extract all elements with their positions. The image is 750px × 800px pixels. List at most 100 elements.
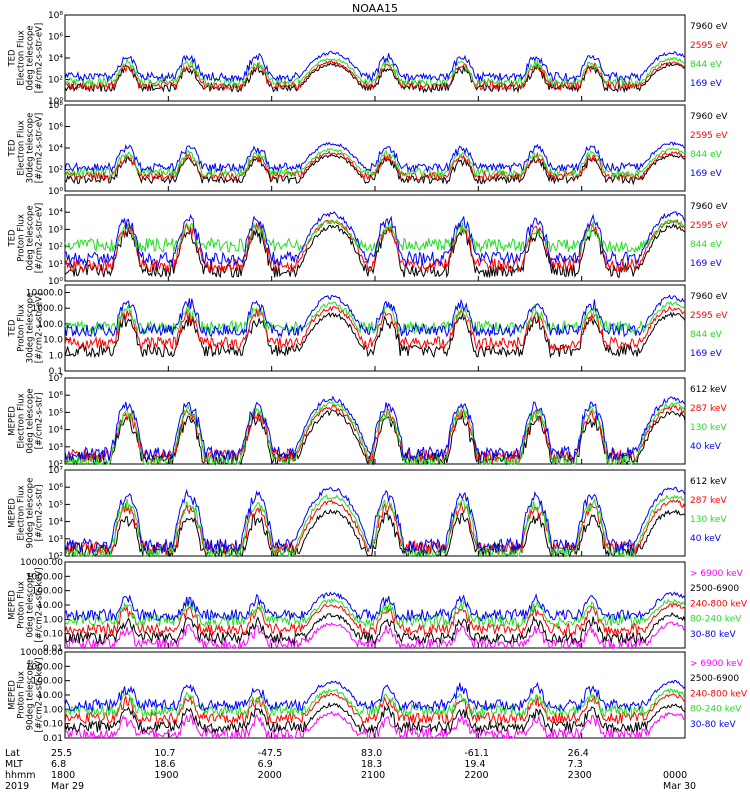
y-tick-label: 10.0	[43, 336, 63, 346]
y-axis-label: TEDElectron Flux30deg telescope[#/cm2-s-…	[8, 113, 45, 184]
y-axis-label: TEDProton Flux0deg telescope[#/cm2-s-str…	[8, 203, 45, 273]
y-axis-label: MEPEDProton Flux90deg telescope[#/cm2-s-…	[8, 658, 45, 733]
x-row-label: MLT	[5, 759, 23, 770]
legend-entry: 80-240 keV	[690, 615, 742, 625]
x-axis-value: 2300	[567, 770, 592, 781]
y-tick-label: 10²	[48, 552, 63, 562]
x-axis-value: 1800	[51, 770, 76, 781]
legend-entry: 30-80 keV	[690, 630, 736, 640]
legend-entry: 2595 eV	[690, 311, 728, 321]
plot-title: NOAA15	[351, 2, 399, 15]
y-tick-label: 10⁸	[48, 101, 63, 111]
y-tick-label: 10⁷	[48, 466, 63, 476]
y-tick-label: 10⁴	[48, 54, 63, 64]
y-tick-label: 10⁵	[48, 500, 63, 510]
y-tick-label: 1000.00	[26, 662, 63, 672]
x-axis-value: 6.9	[257, 759, 273, 770]
x-axis-value: 1900	[154, 770, 179, 781]
x-axis-value: 83.0	[361, 748, 383, 759]
y-tick-label: 10⁴	[48, 518, 63, 528]
legend-entry: 80-240 keV	[690, 705, 742, 715]
legend-entry: 844 eV	[690, 240, 723, 250]
y-tick-label: 10⁰	[48, 187, 63, 197]
y-tick-label: 10³	[48, 225, 63, 235]
y-tick-label: 0.01	[43, 644, 63, 654]
series-line	[64, 591, 686, 623]
x-row-label: hhmm	[5, 770, 36, 781]
legend-entry: 130 keV	[690, 515, 727, 525]
x-axis-value: 2000	[257, 770, 282, 781]
legend-entry: 240-800 keV	[690, 599, 748, 609]
legend-entry: > 6900 keV	[690, 569, 744, 579]
legend-entry: 40 keV	[690, 534, 722, 544]
y-axis-label: MEPEDElectron Flux0deg telescope[#/cm2-s…	[8, 388, 45, 453]
legend-entry: 30-80 keV	[690, 720, 736, 730]
x-axis-value: 26.4	[567, 748, 589, 759]
y-tick-label: 10¹	[48, 260, 63, 270]
x-axis-value: 6.8	[51, 759, 67, 770]
y-tick-label: 10³	[48, 443, 63, 453]
legend-entry: 612 keV	[690, 477, 727, 487]
x-row-label: 2019	[5, 781, 30, 792]
y-tick-label: 100.00	[32, 587, 64, 597]
x-axis-value: 19.4	[464, 759, 486, 770]
x-row-label: Lat	[5, 748, 20, 759]
series-line	[64, 50, 686, 83]
y-axis-label: TEDProton Flux30deg telescope[#/cm2-s-st…	[8, 293, 45, 364]
y-tick-label: 1.0	[49, 351, 64, 361]
x-axis-value: 0000	[663, 770, 688, 781]
legend-entry: 40 keV	[690, 442, 722, 452]
legend-entry: 612 keV	[690, 385, 727, 395]
y-tick-label: 10000.0	[26, 288, 63, 298]
legend-entry: > 6900 keV	[690, 659, 744, 669]
y-tick-label: 0.10	[43, 720, 63, 730]
x-axis-value: 10.7	[154, 748, 176, 759]
series-line	[64, 141, 686, 174]
legend-entry: 2595 eV	[690, 131, 728, 141]
panel-8: 0.01 0.10 1.00 10.00 100.00 1000.00 10000.00ME…	[8, 648, 748, 744]
y-tick-label: 10000.00	[20, 648, 63, 658]
x-axis-value: -47.5	[257, 748, 283, 759]
legend-entry: 2595 eV	[690, 221, 728, 231]
legend-entry: 287 keV	[690, 496, 727, 506]
legend-entry: 844 eV	[690, 330, 723, 340]
y-tick-label: 10⁰	[48, 97, 63, 107]
y-tick-label: 10⁶	[48, 391, 63, 401]
series-line	[64, 679, 686, 713]
x-axis-value: -61.1	[464, 748, 489, 759]
series-line	[64, 311, 686, 359]
y-tick-label: 1.00	[43, 615, 63, 625]
y-tick-label: 10³	[48, 535, 63, 545]
y-axis-label: MEPEDElectron Flux90deg telescope[#/cm2-…	[8, 478, 45, 549]
y-tick-label: 10⁰	[48, 277, 63, 287]
y-axis-label: MEPEDProton Flux0deg telescope[#/cm2-s-s…	[8, 568, 45, 643]
legend-entry: 169 eV	[690, 259, 723, 269]
y-tick-label: 100.00	[32, 677, 64, 687]
series-line	[64, 602, 686, 637]
legend-entry: 844 eV	[690, 60, 723, 70]
y-tick-label: 0.01	[43, 734, 63, 744]
x-axis-value: 2100	[361, 770, 386, 781]
legend-entry: 130 keV	[690, 423, 727, 433]
legend-entry: 2595 eV	[690, 41, 728, 51]
series-line	[64, 486, 686, 554]
series-line	[64, 701, 686, 735]
legend-entry: 240-800 keV	[690, 689, 748, 699]
y-tick-label: 10⁴	[48, 144, 63, 154]
legend-entry: 169 eV	[690, 79, 723, 89]
legend-entry: 287 keV	[690, 404, 727, 414]
y-tick-label: 10.00	[37, 691, 63, 701]
y-tick-label: 1000.0	[32, 304, 64, 314]
legend-entry: 7960 eV	[690, 202, 728, 212]
legend-entry: 2500-6900	[690, 584, 739, 594]
legend-entry: 7960 eV	[690, 292, 728, 302]
x-axis-value: 7.3	[567, 759, 583, 770]
y-tick-label: 10⁵	[48, 408, 63, 418]
series-line	[64, 692, 686, 726]
x-axis-value: Mar 29	[51, 781, 85, 792]
